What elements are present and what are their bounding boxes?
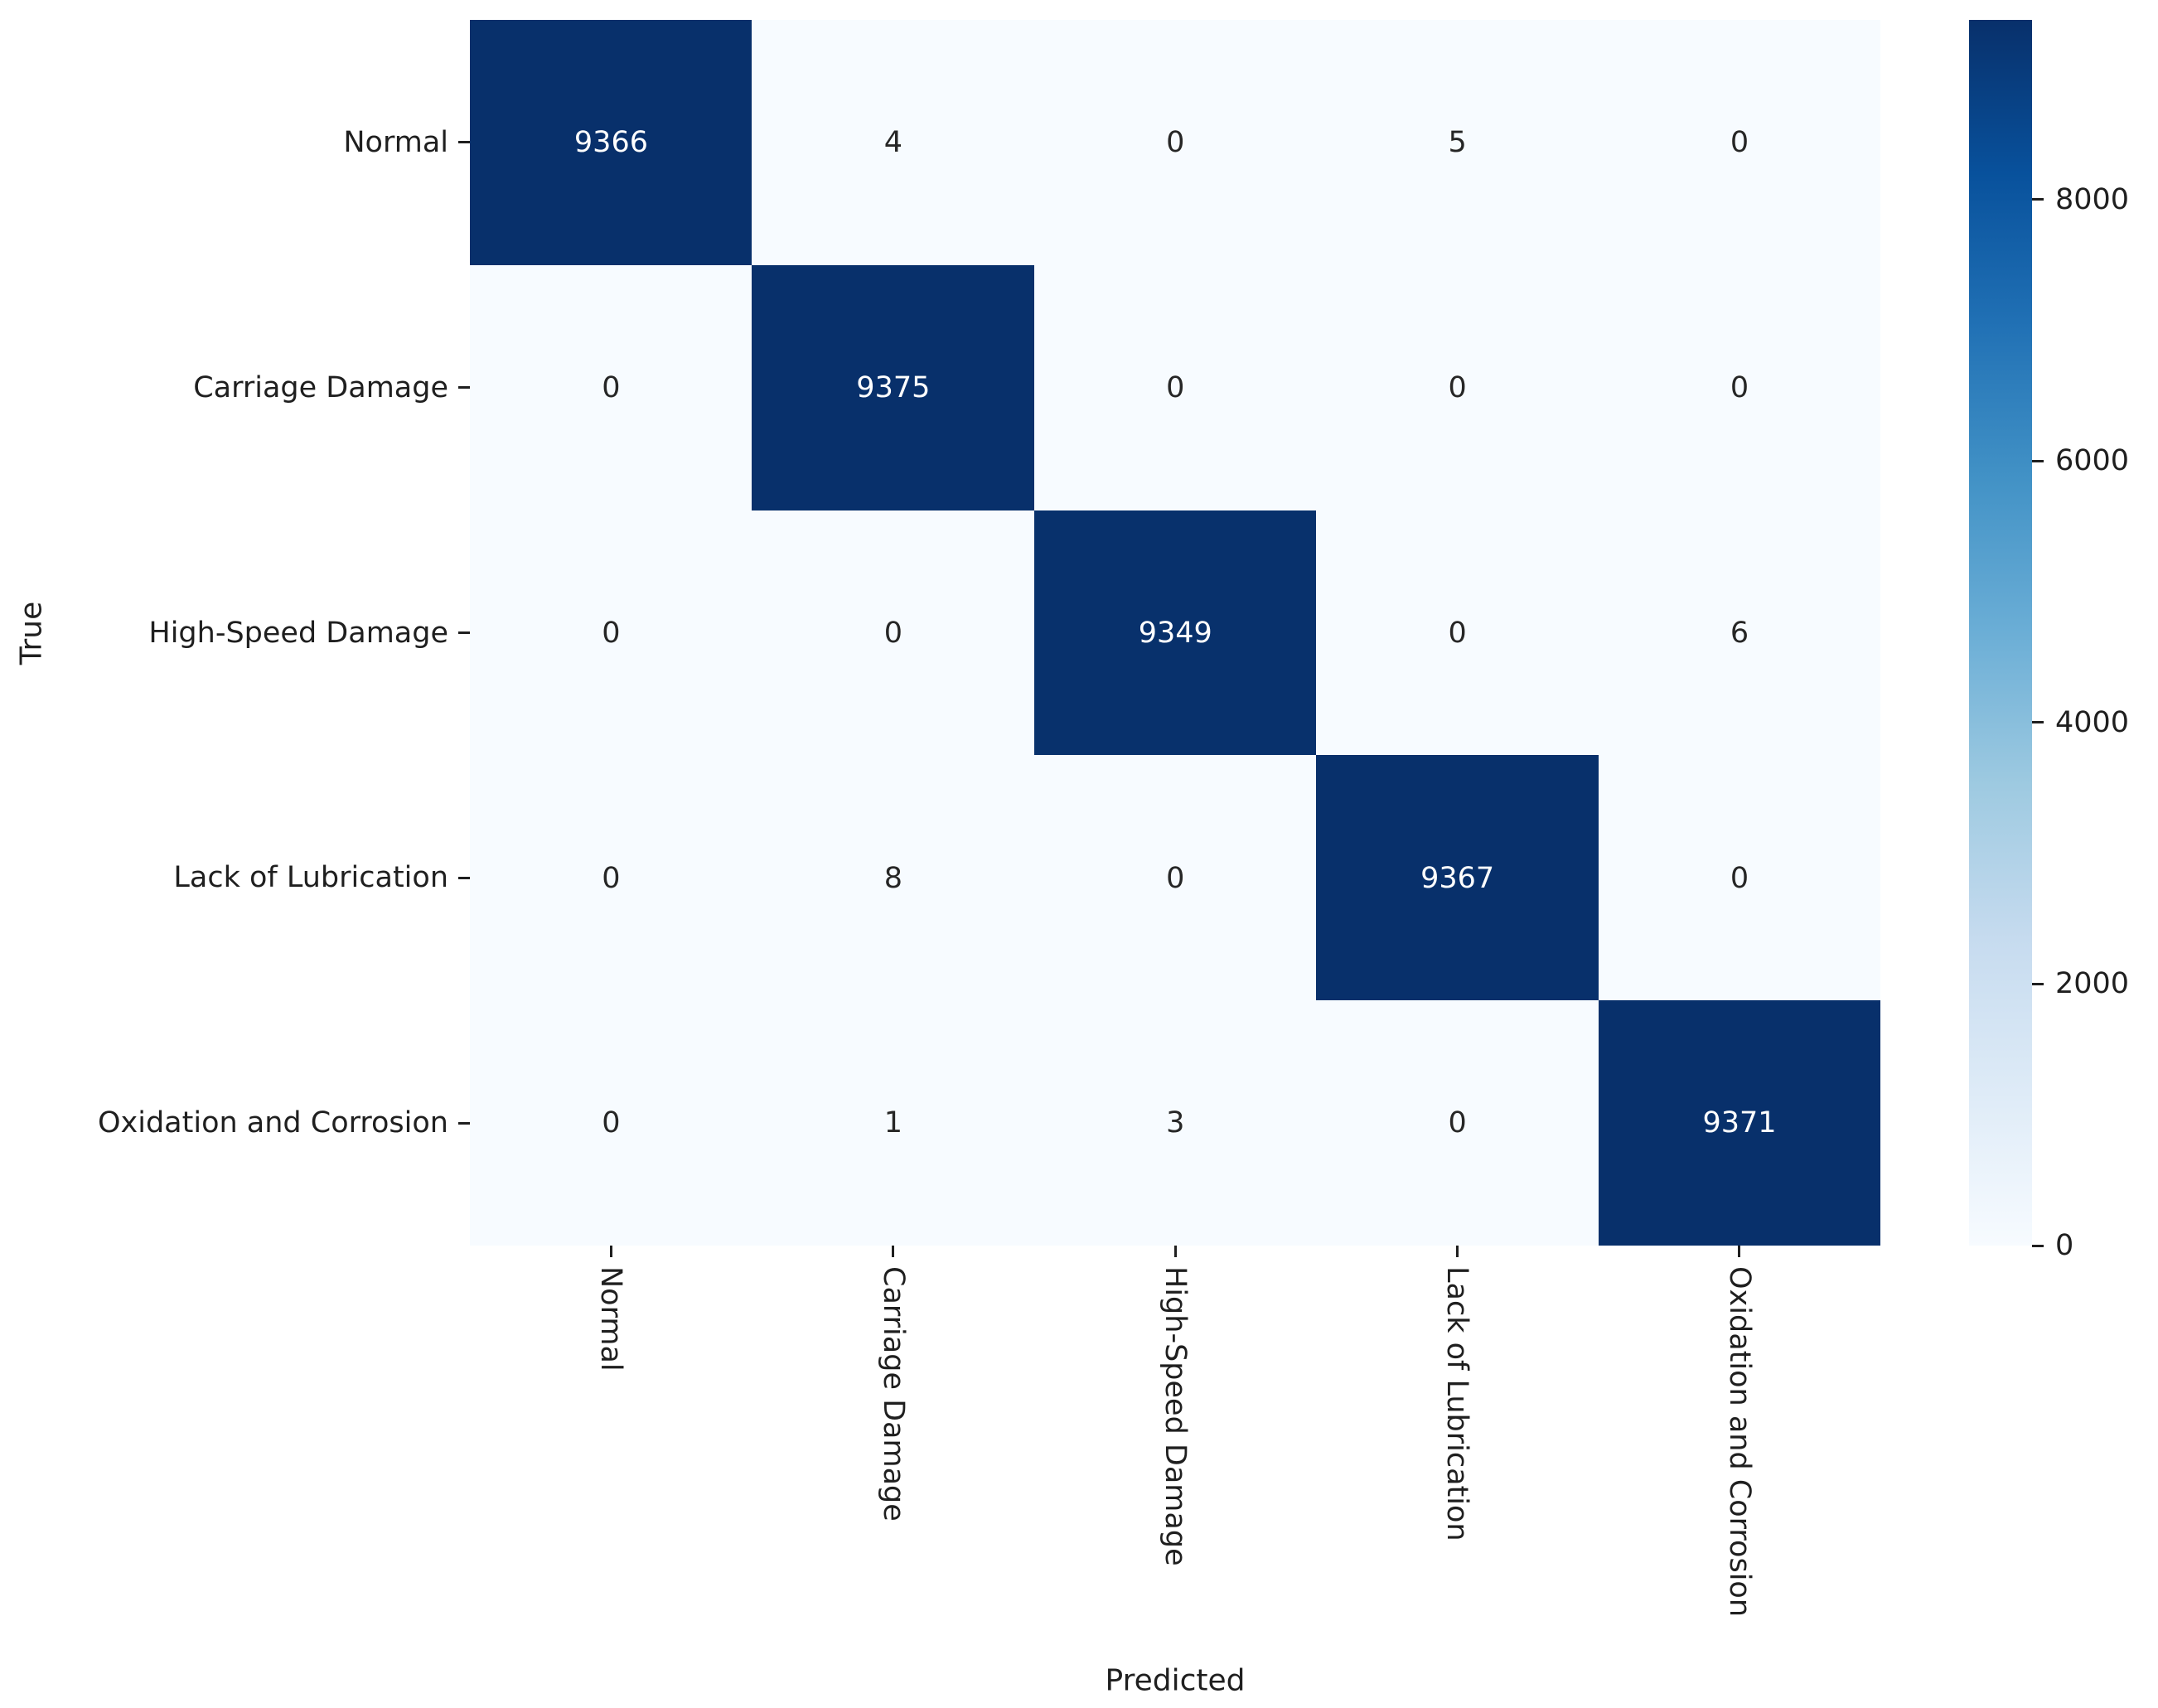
heatmap-cell: 5	[1316, 20, 1599, 266]
colorbar-tick-label: 4000	[2055, 705, 2130, 739]
heatmap-cell: 0	[1033, 20, 1317, 266]
x-tick-mark	[892, 1246, 895, 1257]
cell-value: 9371	[1702, 1106, 1777, 1140]
cell-value: 0	[883, 616, 902, 650]
cell-value: 9366	[573, 126, 648, 160]
cell-value: 8	[883, 861, 902, 895]
y-tick-mark	[458, 386, 470, 390]
heatmap-cell: 4	[752, 20, 1035, 266]
y-tick-label: High-Speed Damage	[148, 616, 448, 650]
colorbar-tick-label: 2000	[2055, 967, 2130, 1001]
heatmap-cell: 0	[1033, 264, 1317, 511]
x-tick-mark	[1173, 1246, 1177, 1257]
heatmap-cell: 9367	[1316, 755, 1599, 1001]
x-tick-mark	[1738, 1246, 1741, 1257]
heatmap-cell: 9366	[470, 20, 752, 266]
cell-value: 0	[602, 616, 621, 650]
cell-value: 0	[1166, 370, 1185, 404]
cell-value: 0	[602, 861, 621, 895]
cell-value: 9367	[1420, 861, 1495, 895]
x-tick-label: Normal	[594, 1266, 628, 1372]
cell-value: 0	[1166, 861, 1185, 895]
heatmap-cell: 9371	[1598, 1000, 1881, 1246]
heatmap-cell: 0	[1598, 264, 1881, 511]
colorbar-tick-mark	[2032, 459, 2044, 462]
x-tick-mark	[609, 1246, 612, 1257]
colorbar-tick-label: 8000	[2055, 182, 2130, 216]
heatmap-cell: 0	[1316, 510, 1599, 756]
x-tick-label: High-Speed Damage	[1159, 1266, 1192, 1566]
cell-value: 9349	[1138, 616, 1212, 650]
colorbar-tick-mark	[2032, 198, 2044, 201]
colorbar-tick-label: 6000	[2055, 444, 2130, 478]
x-tick-label: Lack of Lubrication	[1440, 1266, 1474, 1541]
cell-value: 0	[1730, 370, 1749, 404]
cell-value: 0	[1730, 126, 1749, 160]
colorbar-tick-mark	[2032, 721, 2044, 724]
cell-value: 3	[1166, 1106, 1185, 1140]
cell-value: 0	[1448, 370, 1467, 404]
heatmap-cell: 0	[1033, 755, 1317, 1001]
colorbar-tick-mark	[2032, 1244, 2044, 1247]
heatmap-cell: 8	[752, 755, 1035, 1001]
heatmap-cell: 0	[1316, 264, 1599, 511]
heatmap-cell: 3	[1033, 1000, 1317, 1246]
heatmap-cell: 0	[1598, 755, 1881, 1001]
heatmap-cell: 9375	[752, 264, 1035, 511]
heatmap-cell: 6	[1598, 510, 1881, 756]
heatmap-cell: 0	[470, 755, 752, 1001]
cell-value: 0	[602, 370, 621, 404]
y-tick-mark	[458, 1121, 470, 1125]
x-tick-mark	[1455, 1246, 1459, 1257]
heatmap-cell: 0	[752, 510, 1035, 756]
y-tick-label: Carriage Damage	[193, 370, 448, 404]
y-tick-label: Oxidation and Corrosion	[97, 1106, 448, 1140]
x-axis-title: Predicted	[1105, 1663, 1246, 1698]
colorbar-tick-label: 0	[2055, 1229, 2074, 1262]
y-tick-label: Normal	[343, 125, 448, 159]
cell-value: 0	[1448, 616, 1467, 650]
colorbar-tick-mark	[2032, 982, 2044, 985]
heatmap-cell: 9349	[1033, 510, 1317, 756]
heatmap-cell: 0	[470, 510, 752, 756]
heatmap-cell: 0	[1316, 1000, 1599, 1246]
heatmap-cell: 0	[470, 1000, 752, 1246]
cell-value: 0	[1448, 1106, 1467, 1140]
y-tick-mark	[458, 631, 470, 634]
y-tick-label: Lack of Lubrication	[173, 861, 448, 895]
cell-value: 5	[1448, 126, 1467, 160]
cell-value: 0	[602, 1106, 621, 1140]
cell-value: 6	[1730, 616, 1749, 650]
x-tick-label: Oxidation and Corrosion	[1722, 1266, 1756, 1618]
x-tick-label: Carriage Damage	[876, 1266, 910, 1522]
cell-value: 0	[1730, 861, 1749, 895]
heatmap-cell: 1	[752, 1000, 1035, 1246]
cell-value: 4	[883, 126, 902, 160]
cell-value: 9375	[856, 370, 931, 404]
cell-value: 1	[883, 1106, 902, 1140]
colorbar-gradient	[1969, 20, 2032, 1246]
heatmap-cell: 0	[470, 264, 752, 511]
cell-value: 0	[1166, 126, 1185, 160]
y-tick-mark	[458, 141, 470, 144]
heatmap-cell: 0	[1598, 20, 1881, 266]
y-tick-mark	[458, 876, 470, 879]
